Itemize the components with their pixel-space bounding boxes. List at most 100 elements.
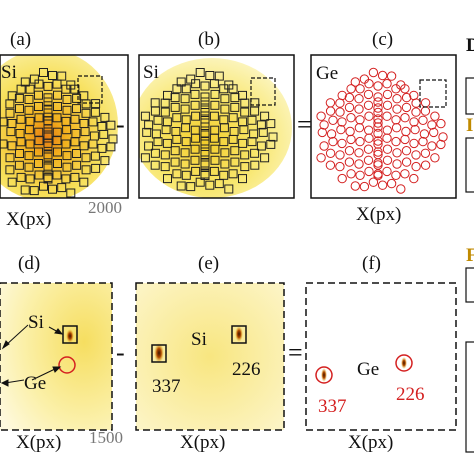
spot-square-marker bbox=[20, 185, 30, 195]
spot-circle-marker bbox=[364, 79, 374, 89]
spot-circle-marker bbox=[400, 134, 410, 145]
spot-square-marker bbox=[230, 102, 240, 112]
spot-square-marker bbox=[14, 93, 24, 103]
panel-e-xlabel: X(px) bbox=[180, 432, 226, 453]
panel-d-label: (d) bbox=[18, 253, 41, 274]
spot-circle-marker bbox=[386, 71, 397, 81]
spot-circle-marker bbox=[418, 136, 428, 147]
spot-square-marker bbox=[228, 169, 238, 179]
panel-e-element: Si bbox=[191, 329, 207, 350]
spot-circle-marker bbox=[400, 84, 410, 94]
spot-square-marker bbox=[48, 71, 57, 80]
spot-circle-marker bbox=[411, 107, 421, 117]
spot-circle-marker bbox=[337, 138, 347, 149]
spot-circle-marker bbox=[419, 129, 430, 139]
spot-square-marker bbox=[24, 162, 34, 172]
spot-square-marker bbox=[230, 146, 240, 156]
spot-circle-marker bbox=[350, 181, 360, 191]
spot-circle-marker bbox=[373, 160, 383, 170]
panel-d-ge-annotation: Ge bbox=[24, 373, 47, 394]
spot-square-marker bbox=[170, 102, 180, 112]
spot-square-marker bbox=[191, 79, 201, 89]
spot-square-marker bbox=[39, 68, 48, 77]
spot-square-marker bbox=[16, 172, 26, 182]
spot-circle-marker bbox=[373, 136, 383, 146]
spot-circle-marker bbox=[391, 136, 401, 147]
spot-circle-marker bbox=[346, 169, 356, 179]
spot-circle-marker bbox=[364, 111, 374, 121]
equals-operator-bottom: = bbox=[288, 338, 303, 367]
spot-circle-marker bbox=[354, 104, 364, 114]
panel-d-ge-circle bbox=[58, 356, 76, 374]
spot-circle-marker bbox=[400, 113, 410, 123]
spot-square-marker bbox=[200, 81, 210, 91]
spot-square-marker bbox=[57, 183, 67, 193]
spot-square-marker bbox=[25, 174, 35, 184]
spot-square-marker bbox=[106, 142, 116, 152]
spot-square-marker bbox=[180, 94, 190, 104]
right-edge-boxes bbox=[465, 77, 474, 453]
spot-square-marker bbox=[53, 147, 62, 157]
spot-square-marker bbox=[43, 141, 53, 151]
panel-e-spot-label-337: 337 bbox=[152, 376, 181, 397]
spot-square-marker bbox=[34, 102, 43, 111]
spot-square-marker bbox=[163, 174, 172, 184]
spot-circle-marker bbox=[335, 161, 345, 172]
spot-square-marker bbox=[209, 166, 219, 176]
spot-square-marker bbox=[266, 119, 276, 129]
spot-square-marker bbox=[258, 127, 268, 137]
spot-circle-marker bbox=[436, 139, 446, 150]
spot-square-marker bbox=[219, 137, 229, 147]
spot-square-marker bbox=[48, 184, 57, 194]
panel-e-spot-226 bbox=[235, 326, 243, 342]
panel-c-dashed-box bbox=[419, 79, 447, 108]
spot-square-marker bbox=[91, 163, 101, 173]
panel-a-element: Si bbox=[1, 62, 17, 83]
spot-square-marker bbox=[228, 84, 238, 94]
right-edge-letter-2: I bbox=[466, 115, 474, 136]
spot-circle-marker bbox=[363, 155, 374, 166]
spot-square-marker bbox=[43, 174, 53, 184]
spot-circle-marker bbox=[429, 127, 439, 138]
spot-square-marker bbox=[43, 119, 53, 129]
spot-circle-marker bbox=[337, 173, 347, 184]
spot-circle-marker bbox=[373, 81, 383, 91]
spot-square-marker bbox=[256, 141, 266, 151]
spot-circle-marker bbox=[328, 136, 338, 147]
spot-square-marker bbox=[172, 169, 182, 179]
spot-square-marker bbox=[170, 93, 180, 103]
spot-square-marker bbox=[24, 151, 34, 161]
spot-circle-marker bbox=[382, 155, 393, 166]
spot-circle-marker bbox=[316, 111, 326, 121]
spot-circle-marker bbox=[325, 160, 336, 170]
spot-square-marker bbox=[214, 179, 224, 189]
spot-circle-marker bbox=[386, 178, 397, 189]
spot-square-marker bbox=[15, 149, 24, 158]
spot-square-marker bbox=[53, 159, 62, 168]
spot-circle-marker bbox=[325, 106, 336, 116]
minus-operator-bottom: - bbox=[116, 338, 125, 367]
spot-circle-marker bbox=[377, 180, 388, 190]
spot-circle-marker bbox=[344, 146, 355, 156]
spot-square-marker bbox=[238, 138, 248, 148]
panel-a-xlabel: X(px) bbox=[6, 209, 52, 230]
spot-square-marker bbox=[29, 74, 39, 84]
spot-square-marker bbox=[210, 89, 220, 99]
spot-circle-marker bbox=[373, 97, 383, 107]
spot-square-marker bbox=[195, 68, 205, 77]
spot-square-marker bbox=[240, 150, 250, 160]
spot-circle-marker bbox=[364, 166, 374, 177]
spot-square-marker bbox=[90, 107, 100, 117]
panel-f-circle-226 bbox=[395, 354, 413, 372]
panel-b-squares bbox=[140, 68, 278, 194]
spot-square-marker bbox=[70, 137, 80, 147]
spot-square-marker bbox=[220, 104, 230, 114]
spot-circle-marker bbox=[438, 132, 448, 142]
spot-circle-marker bbox=[436, 118, 446, 129]
spot-square-marker bbox=[160, 98, 170, 108]
panel-f-spot-337 bbox=[321, 368, 327, 382]
spot-square-marker bbox=[79, 141, 89, 151]
spot-circle-marker bbox=[373, 122, 383, 132]
spot-square-marker bbox=[200, 150, 210, 159]
spot-circle-marker bbox=[328, 115, 338, 126]
